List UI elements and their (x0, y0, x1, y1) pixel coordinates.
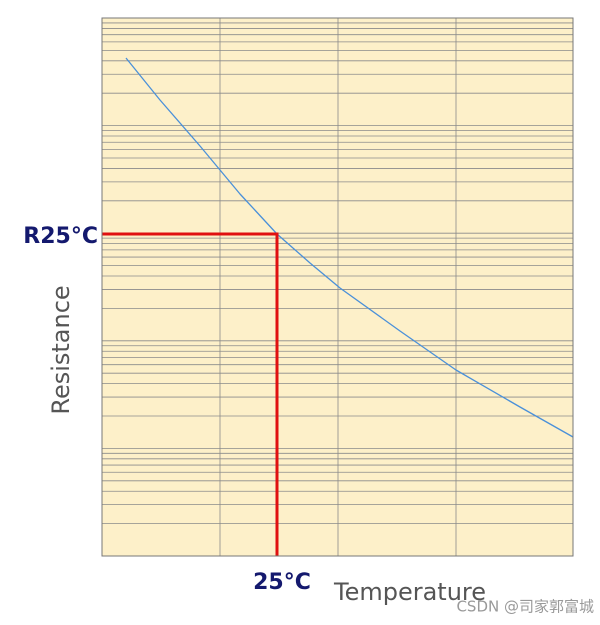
x-axis-label: Temperature (333, 578, 486, 606)
y-axis-label: Resistance (47, 285, 75, 414)
plot-border (101, 17, 574, 557)
t25-label: 25°C (253, 570, 311, 595)
r25-label: R25°C (23, 224, 98, 249)
watermark: CSDN @司家郭富城 (456, 598, 594, 616)
plot-background (102, 18, 573, 556)
resistance-curve (125, 57, 574, 438)
r25-guide (102, 232, 279, 556)
grid (102, 18, 573, 557)
